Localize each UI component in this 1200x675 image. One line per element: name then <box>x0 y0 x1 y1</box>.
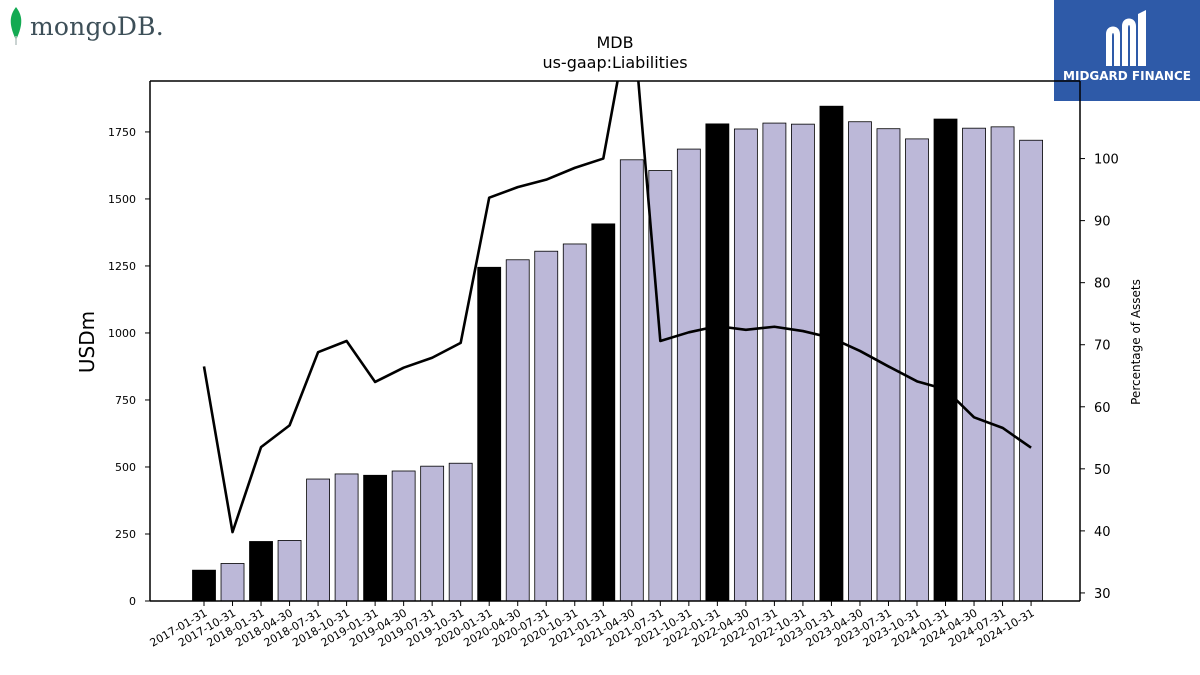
y-tick-label: 0 <box>129 595 136 608</box>
y2-axis-label: Percentage of Assets <box>1129 279 1143 405</box>
bar-2023-07-31 <box>876 128 901 602</box>
bar-2024-04-30 <box>962 127 986 602</box>
bar-2020-01-31 <box>477 266 502 602</box>
leaf-icon <box>10 7 22 45</box>
y-axis-label: USDm <box>75 311 99 373</box>
y-tick-label: 1000 <box>108 327 136 340</box>
bar-2021-10-31 <box>676 148 701 602</box>
bar-2018-07-31 <box>306 478 330 602</box>
bar-2022-04-30 <box>733 128 758 602</box>
bar-2018-10-31 <box>334 473 359 602</box>
bar-2022-07-31 <box>762 122 787 602</box>
y2-tick-label: 40 <box>1094 525 1111 540</box>
bar-2020-10-31 <box>562 243 587 602</box>
bar-2019-04-30 <box>391 470 416 602</box>
midgard-finance-logo-text: MIDGARD FINANCE <box>1063 69 1191 83</box>
chart-title: MDB <box>596 33 633 52</box>
y2-tick-label: 90 <box>1094 215 1111 230</box>
y2-tick-label: 30 <box>1094 587 1111 602</box>
bar-2019-01-31 <box>363 474 388 602</box>
bar-2018-04-30 <box>277 540 302 602</box>
y2-tick-label: 70 <box>1094 339 1111 354</box>
y-tick-label: 1250 <box>108 260 136 273</box>
bar-2024-10-31 <box>1019 139 1043 602</box>
bar-2019-07-31 <box>420 465 445 602</box>
bar-2020-04-30 <box>505 259 530 602</box>
bar-2017-01-31 <box>192 569 216 602</box>
y2-tick-label: 60 <box>1094 401 1111 416</box>
mongodb-logo: mongoDB. <box>6 6 164 46</box>
y2-tick-label: 80 <box>1094 277 1111 292</box>
y-tick-label: 1750 <box>108 126 136 139</box>
y2-tick-label: 50 <box>1094 463 1111 478</box>
y2-tick-label: 100 <box>1094 153 1119 168</box>
y-tick-label: 1500 <box>108 193 136 206</box>
chart-subtitle: us-gaap:Liabilities <box>542 53 687 72</box>
midgard-finance-logo: MIDGARD FINANCE <box>1054 0 1200 101</box>
y-tick-label: 750 <box>115 394 136 407</box>
bar-2024-01-31 <box>933 118 958 602</box>
bar-2023-10-31 <box>905 138 929 602</box>
mongodb-logo-text: mongoDB. <box>30 11 164 41</box>
bar-2022-10-31 <box>791 123 815 602</box>
y-tick-label: 250 <box>115 528 136 541</box>
bar-2017-10-31 <box>220 563 245 602</box>
bar-2021-01-31 <box>591 223 616 602</box>
bar-2023-01-31 <box>819 105 844 602</box>
bar-2020-07-31 <box>534 250 559 602</box>
bar-2024-07-31 <box>990 126 1015 602</box>
bar-2021-04-30 <box>619 159 644 602</box>
bar-2023-04-30 <box>848 121 872 602</box>
bar-2018-01-31 <box>249 541 273 602</box>
midgard-m-icon <box>1106 10 1146 66</box>
bar-2022-01-31 <box>705 123 730 602</box>
y-tick-label: 500 <box>115 461 136 474</box>
bar-2019-10-31 <box>448 462 473 602</box>
